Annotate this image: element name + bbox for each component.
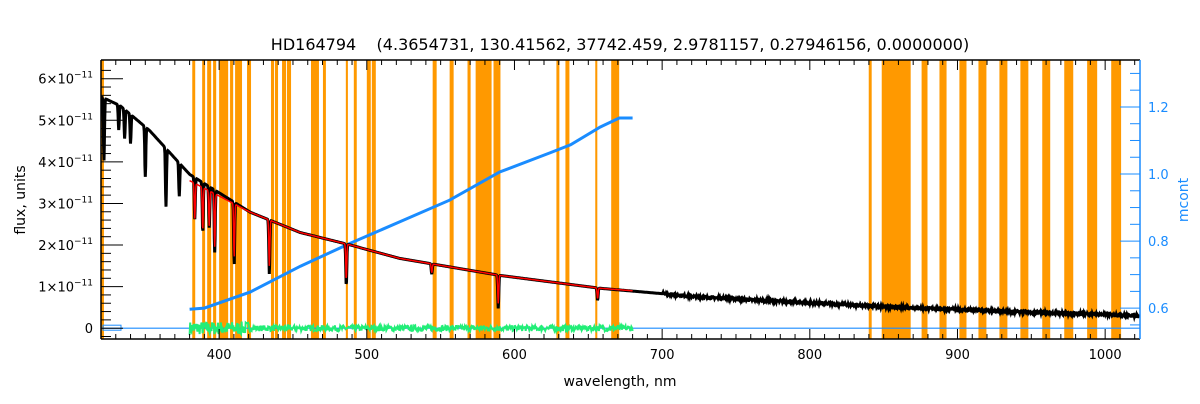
mask-band xyxy=(475,60,492,339)
x-tick-label: 800 xyxy=(797,348,822,363)
mask-band xyxy=(999,60,1008,339)
y-axis-label: flux, units xyxy=(13,165,29,234)
mask-band xyxy=(467,60,471,339)
y2-axis-label: mcont xyxy=(1176,177,1192,222)
x-tick-label: 600 xyxy=(502,348,527,363)
mask-band xyxy=(939,60,947,339)
y2-tick-label: 1.0 xyxy=(1148,168,1169,183)
mask-bands xyxy=(101,60,1122,339)
model-line xyxy=(189,179,633,304)
x-tick-label: 500 xyxy=(354,348,379,363)
mask-band xyxy=(270,60,275,339)
mask-band xyxy=(1087,60,1098,339)
series-group xyxy=(101,95,1140,338)
mask-band xyxy=(556,60,560,339)
y-tick-label: 6×10−11 xyxy=(38,71,93,88)
x-tick-label: 1000 xyxy=(1089,348,1122,363)
mask-band xyxy=(493,60,501,339)
mask-band xyxy=(1020,60,1029,339)
x-tick-label: 400 xyxy=(207,348,232,363)
y-tick-label: 1×10−11 xyxy=(38,279,93,296)
mask-band xyxy=(565,60,570,339)
mask-band xyxy=(881,60,911,339)
x-axis-label: wavelength, nm xyxy=(564,374,677,390)
y-tick-label: 3×10−11 xyxy=(38,195,93,212)
mask-band xyxy=(371,60,376,339)
mask-band xyxy=(611,60,620,339)
mask-band xyxy=(282,60,287,339)
mask-band xyxy=(959,60,967,339)
mask-band xyxy=(366,60,371,339)
mask-band xyxy=(219,60,229,339)
mask-band xyxy=(432,60,437,339)
residual-line xyxy=(188,320,634,338)
mask-band xyxy=(1064,60,1074,339)
mask-band xyxy=(595,60,598,339)
y-tick-label: 2×10−11 xyxy=(38,237,93,254)
mask-band xyxy=(322,60,326,339)
mask-band xyxy=(235,60,243,339)
mask-band xyxy=(978,60,987,339)
mask-band xyxy=(247,60,252,339)
mask-band xyxy=(310,60,319,339)
mcont-line xyxy=(189,116,633,311)
mask-band xyxy=(868,60,872,339)
x-tick-label: 700 xyxy=(650,348,675,363)
mask-band xyxy=(274,60,279,339)
axes: 400 500 600 700 800 900 1000 0 1×10−11 2×10−11 3×1… xyxy=(38,59,1169,363)
mask-band xyxy=(353,60,357,339)
mask-band xyxy=(1111,60,1122,339)
y2-tick-label: 0.6 xyxy=(1148,302,1169,317)
mask-band xyxy=(101,60,104,339)
y-tick-label: 5×10−11 xyxy=(38,112,93,129)
mask-band xyxy=(921,60,928,339)
y-tick-label: 0 xyxy=(85,322,93,337)
mask-band xyxy=(345,60,348,339)
y-tick-label: 4×10−11 xyxy=(38,154,93,171)
y2-tick-label: 0.8 xyxy=(1148,235,1169,250)
mask-band xyxy=(1042,60,1051,339)
chart-title: HD164794 (4.3654731, 130.41562, 37742.45… xyxy=(271,35,969,54)
mask-band xyxy=(286,60,292,339)
y2-tick-label: 1.2 xyxy=(1148,101,1169,116)
x-tick-label: 900 xyxy=(945,348,970,363)
